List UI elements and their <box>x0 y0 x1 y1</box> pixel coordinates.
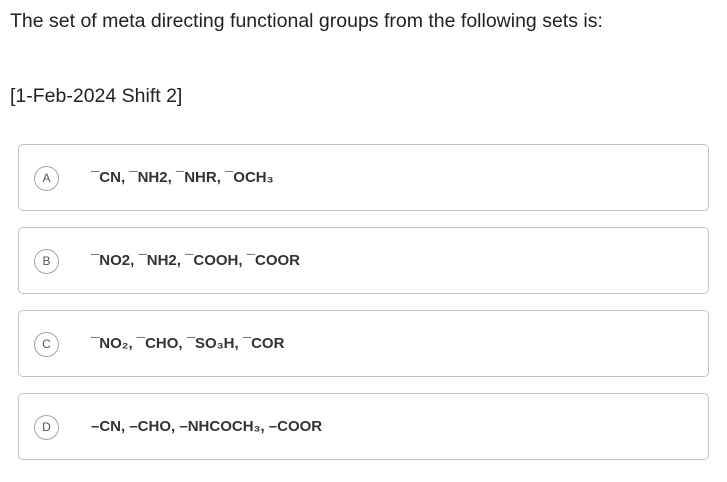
option-letter-badge: C <box>34 332 59 357</box>
option-text: ¯NO2, ¯NH2, ¯COOH, ¯COOR <box>91 252 300 269</box>
option-b[interactable]: B ¯NO2, ¯NH2, ¯COOH, ¯COOR <box>18 227 709 294</box>
option-text: ¯NO₂, ¯CHO, ¯SO₃H, ¯COR <box>91 335 285 352</box>
option-text: ¯CN, ¯NH2, ¯NHR, ¯OCH₃ <box>91 169 274 186</box>
question-text: The set of meta directing functional gro… <box>10 10 603 32</box>
option-letter-badge: B <box>34 249 59 274</box>
options-list: A ¯CN, ¯NH2, ¯NHR, ¯OCH₃ B ¯NO2, ¯NH2, ¯… <box>18 144 709 476</box>
option-letter-badge: A <box>34 166 59 191</box>
option-c[interactable]: C ¯NO₂, ¯CHO, ¯SO₃H, ¯COR <box>18 310 709 377</box>
option-a[interactable]: A ¯CN, ¯NH2, ¯NHR, ¯OCH₃ <box>18 144 709 211</box>
option-letter-badge: D <box>34 415 59 440</box>
option-text: –CN, –CHO, –NHCOCH₃, –COOR <box>91 418 323 435</box>
option-d[interactable]: D –CN, –CHO, –NHCOCH₃, –COOR <box>18 393 709 460</box>
question-source: [1-Feb-2024 Shift 2] <box>10 85 183 107</box>
